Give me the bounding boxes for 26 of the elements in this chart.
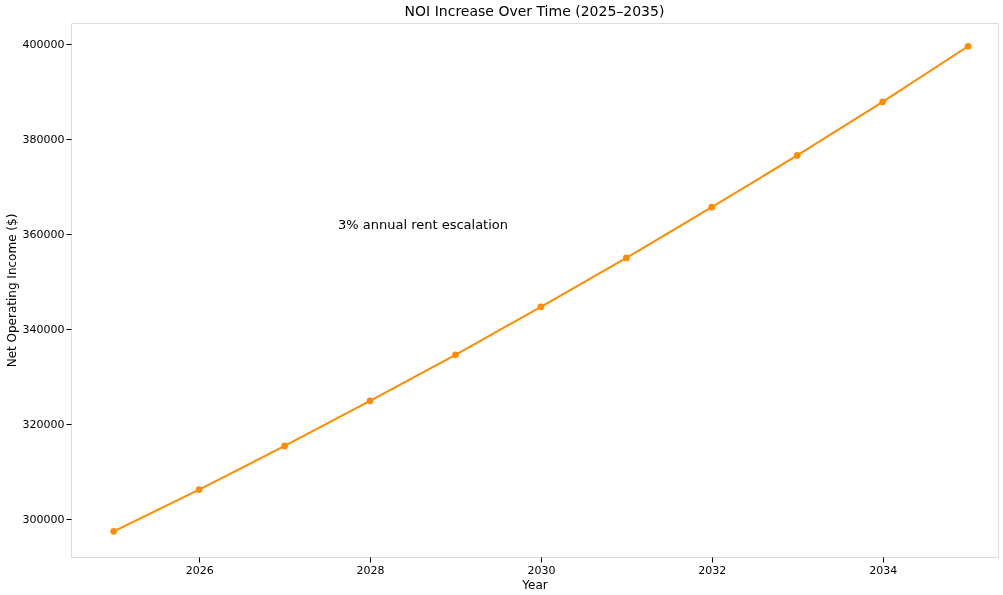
point (452, 351, 459, 359)
x-tick-label: 2034 (869, 563, 898, 577)
annotation: 3% annual rent escalation (337, 217, 509, 232)
y-tick-label: 300000 (22, 512, 65, 526)
y-tick-label: 360000 (22, 227, 65, 241)
point (964, 42, 972, 50)
point (793, 152, 801, 159)
y-tick-label: 320000 (22, 417, 65, 431)
x-tick-label: 2026 (185, 563, 214, 577)
point (195, 486, 203, 493)
x-tick-label: 2028 (356, 563, 385, 577)
y-tick-label: 340000 (22, 322, 65, 336)
chart-title: NOI Increase Over Time (2025–2035) (404, 3, 665, 19)
x-tick-label: 2032 (698, 563, 727, 577)
point (110, 528, 118, 535)
point (366, 397, 374, 405)
point (708, 203, 716, 211)
y-tick-label: 400000 (22, 37, 65, 51)
point (622, 254, 630, 262)
x-axis-title: Year (521, 577, 548, 592)
point (537, 303, 545, 311)
x-tick-label: 2030 (527, 563, 556, 577)
point (879, 98, 887, 106)
point (281, 442, 288, 450)
y-tick-label: 380000 (22, 132, 65, 146)
y-axis-title: Net Operating Income ($) (4, 213, 19, 368)
